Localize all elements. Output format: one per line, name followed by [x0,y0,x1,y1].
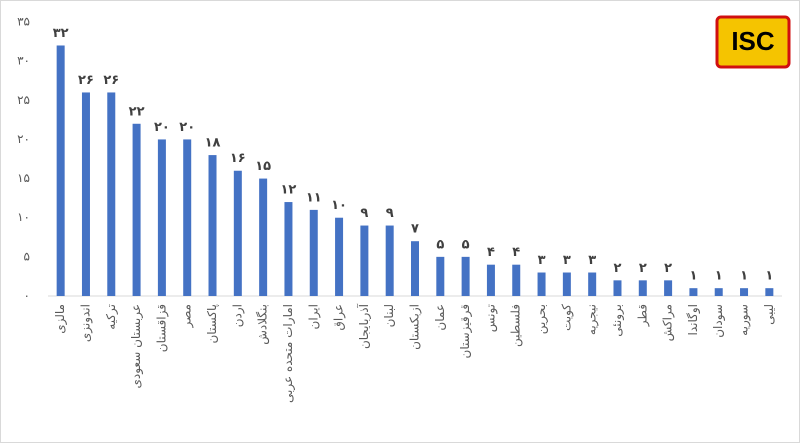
bar [81,92,90,296]
value-label: ۱۲ [281,183,297,198]
value-label: ۲۶ [103,73,119,88]
value-label: ۱ [740,269,748,284]
bar [765,288,774,296]
y-tick-label: ۳۵ [17,15,30,29]
value-label: ۷ [411,222,419,237]
y-tick-label: ۱۰ [17,210,30,224]
value-label: ۱۶ [230,151,246,166]
x-tick-label: بنگلادش [256,304,271,345]
bar [486,264,495,296]
x-tick-label: ایران [306,304,321,329]
y-tick-label: ۰ [24,289,30,303]
x-tick-label: بحرین [534,304,549,334]
x-tick-label: سودان [711,304,726,338]
x-tick-label: امارات متحده عربی [281,304,296,403]
x-tick-label: نیجریه [585,304,600,335]
x-tick-label: قطر [635,304,650,327]
y-tick-label: ۵ [24,249,30,263]
value-label: ۱ [689,269,697,284]
bar [233,170,242,296]
x-tick-label: اندونزی [78,304,93,342]
bar [638,280,647,296]
value-label: ۲۶ [78,73,94,88]
bar [512,264,521,296]
bar [411,241,419,296]
x-tick-label: اردن [230,304,245,327]
bar [259,178,268,296]
value-label: ۴ [487,245,495,260]
value-label: ۵ [462,237,470,252]
bar [537,272,546,296]
x-tick-label: تونس [483,304,498,332]
bar [132,123,141,297]
value-label: ۲۰ [154,120,170,135]
x-tick-label: ترکیه [104,304,119,330]
logo: ISC [731,26,775,56]
value-label: ۴ [512,245,520,260]
x-tick-label: سوریه [737,304,752,336]
bar [588,272,597,296]
x-tick-label: اوگاندا [686,304,701,335]
y-tick-label: ۲۰ [17,132,30,146]
value-label: ۲ [639,261,647,276]
x-tick-label: مالزی [53,304,68,334]
value-label: ۱ [715,269,723,284]
value-label: ۲۲ [129,104,145,119]
x-tick-label: عربستان سعودی [129,304,144,389]
value-label: ۵ [436,237,444,252]
value-label: ۲۰ [179,120,195,135]
bar [309,209,318,296]
value-label: ۲ [664,261,672,276]
y-tick-label: ۳۰ [17,54,30,68]
value-label: ۹ [360,206,368,221]
x-tick-label: مراکش [661,304,676,341]
logo-box [715,15,791,69]
x-tick-label: آذربایجان [356,303,372,349]
bar [183,139,192,296]
x-tick-label: عراق [332,304,347,330]
bar [562,272,571,296]
y-tick-label: ۲۵ [17,93,30,107]
value-label: ۳ [563,253,571,268]
x-tick-label: قرقیزستان [458,304,473,358]
value-label: ۹ [386,206,394,221]
value-label: ۱۸ [205,136,221,151]
bar [385,225,394,296]
x-tick-label: لبنان [382,304,396,327]
bar [335,217,344,296]
x-tick-label: کویت [559,304,574,331]
x-tick-label: لیبی [762,304,776,325]
x-tick-label: ازبکستان [408,304,423,350]
bar [613,280,622,296]
bar [689,288,698,296]
bar [664,280,673,296]
bar [436,256,445,296]
bar [56,45,65,296]
x-tick-label: عمان [433,304,447,331]
value-label: ۲ [614,261,622,276]
x-tick-label: مصر [180,304,195,328]
bar [284,202,293,296]
bar [714,288,723,296]
bar [360,225,369,296]
bar [740,288,749,296]
value-label: ۳ [588,253,596,268]
value-label: ۱۱ [306,190,322,205]
x-tick-label: برونئی [610,304,625,337]
value-label: ۱۵ [255,159,271,174]
bar [157,139,166,296]
y-tick-label: ۱۵ [17,171,30,185]
x-tick-label: پاکستان [205,304,219,344]
value-label: ۳ [538,253,546,268]
x-tick-label: قزاقستان [154,304,169,352]
x-tick-label: فلسطین [509,304,524,347]
bar [107,92,116,296]
value-label: ۱۰ [331,198,347,213]
bar [208,155,217,296]
bar [461,256,470,296]
value-label: ۱ [765,269,773,284]
value-label: ۳۲ [53,26,69,41]
